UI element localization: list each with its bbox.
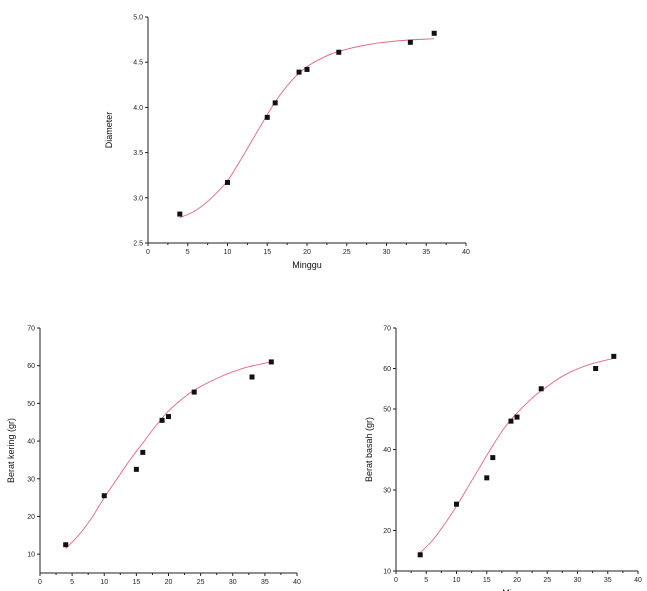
data-point <box>166 414 171 420</box>
data-point <box>454 501 459 507</box>
wet-weight-chart: 0 5 10 15 20 25 30 35 40 10 20 30 40 50 60 70 Minggu Bera… <box>364 326 642 591</box>
y-axis-title: Diameter <box>104 112 114 149</box>
y-tick-label: 70 <box>383 326 391 333</box>
y-tick-label: 4.0 <box>133 105 143 112</box>
y-axis-title: Berat basah (gr) <box>364 417 374 482</box>
x-tick-label: 35 <box>422 249 430 256</box>
x-tick-label: 35 <box>604 577 612 584</box>
fit-curve <box>65 361 272 549</box>
y-tick-label: 5.0 <box>133 15 143 22</box>
y-tick-label: 10 <box>383 569 391 576</box>
x-tick-label: 0 <box>146 249 150 256</box>
y-tick-label: 30 <box>383 488 391 495</box>
data-point <box>514 414 520 420</box>
data-point <box>484 475 490 481</box>
y-axis-title: Berat kering (gr) <box>6 418 16 483</box>
fit-curve <box>179 38 435 219</box>
x-tick-label: 25 <box>543 577 551 584</box>
data-point <box>304 66 310 72</box>
x-tick-label: 5 <box>424 577 428 584</box>
x-axis-title: Minggu <box>502 588 532 591</box>
data-point <box>508 418 514 424</box>
data-point <box>490 455 496 461</box>
y-tick-label: 3.0 <box>133 195 143 202</box>
x-tick-label: 30 <box>574 577 582 584</box>
x-tick-label: 20 <box>165 579 173 586</box>
data-point <box>101 493 107 499</box>
dry-weight-chart: 051015202530354010203040506070MingguBera… <box>6 326 301 591</box>
x-tick-label: 30 <box>229 579 237 586</box>
x-axis-title: Minggu <box>292 260 322 270</box>
y-tick-label: 10 <box>27 552 35 559</box>
x-tick-label: 40 <box>462 249 470 256</box>
data-point <box>191 389 197 395</box>
y-tick-label: 20 <box>383 528 391 535</box>
data-point <box>407 39 413 45</box>
y-tick-label: 30 <box>27 476 35 483</box>
y-tick-label: 60 <box>27 363 35 370</box>
x-tick-label: 35 <box>261 579 269 586</box>
x-tick-label: 5 <box>186 249 190 256</box>
data-point <box>249 374 255 380</box>
data-point <box>296 69 302 75</box>
y-tick-label: 50 <box>27 401 35 408</box>
data-point <box>417 552 423 558</box>
x-tick-label: 15 <box>263 249 271 256</box>
diameter-chart: 0 5 10 15 20 25 30 35 40 2.5 3.0 3.5 4.0 4.5 5.0 Minggu… <box>104 15 470 271</box>
y-tick-label: 40 <box>383 447 391 454</box>
data-point <box>611 353 617 359</box>
data-point <box>63 542 69 548</box>
x-tick-label: 25 <box>343 249 351 256</box>
data-point <box>268 359 274 365</box>
data-point <box>593 366 599 371</box>
x-tick-label: 15 <box>483 577 491 584</box>
y-tick-label: 2.5 <box>133 241 143 248</box>
x-tick-label: 20 <box>303 249 311 256</box>
x-tick-label: 5 <box>70 579 74 586</box>
y-tick-label: 40 <box>27 439 35 446</box>
x-tick-label: 30 <box>383 249 391 256</box>
x-tick-label: 0 <box>38 579 42 586</box>
fit-curve <box>419 357 614 554</box>
data-point <box>272 100 278 106</box>
x-tick-label: 0 <box>394 577 398 584</box>
x-tick-label: 10 <box>453 577 461 584</box>
x-tick-label: 40 <box>634 577 642 584</box>
x-tick-label: 25 <box>197 579 205 586</box>
data-point <box>140 449 146 455</box>
data-point <box>264 114 270 120</box>
data-point <box>431 30 437 36</box>
y-tick-label: 4.5 <box>133 60 143 67</box>
data-point <box>177 211 183 217</box>
data-point <box>538 386 544 392</box>
y-tick-label: 50 <box>383 407 391 414</box>
y-tick-label: 20 <box>27 514 35 521</box>
x-tick-label: 10 <box>224 249 232 256</box>
x-tick-label: 40 <box>293 579 301 586</box>
data-point <box>159 417 165 423</box>
data-point <box>133 466 139 472</box>
data-point <box>336 49 342 55</box>
x-tick-label: 20 <box>513 577 521 584</box>
x-tick-label: 15 <box>132 579 140 586</box>
y-tick-label: 3.5 <box>133 150 143 157</box>
y-tick-label: 60 <box>383 366 391 373</box>
data-point <box>225 179 230 185</box>
y-tick-label: 70 <box>27 326 35 333</box>
x-tick-label: 10 <box>100 579 108 586</box>
